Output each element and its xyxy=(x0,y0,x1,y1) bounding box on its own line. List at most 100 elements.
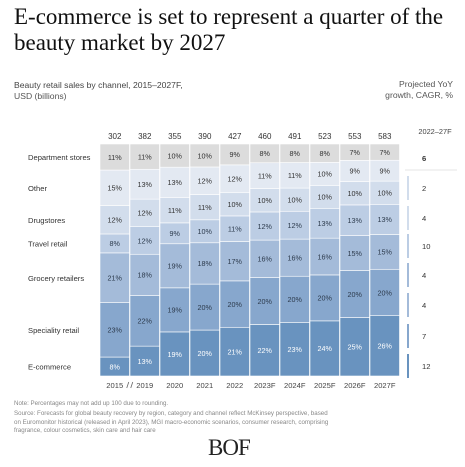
segment-label: 8% xyxy=(110,239,121,248)
bar-segment-other xyxy=(129,168,160,200)
bar-segment-speciality-retail xyxy=(129,295,160,347)
x-tick-label: 2021 xyxy=(196,381,213,390)
segment-label: 12% xyxy=(108,216,123,225)
series-label-grocery-retailers: Grocery retailers xyxy=(28,274,84,283)
total-label: 427 xyxy=(228,132,242,141)
segment-label: 8% xyxy=(110,362,121,371)
bar-segment-travel-retail xyxy=(219,215,250,242)
segment-label: 16% xyxy=(258,255,273,264)
series-label-travel-retail: Travel retail xyxy=(28,239,68,248)
bar-segment-grocery-retailers xyxy=(249,239,280,278)
cagr-bar xyxy=(407,234,409,258)
cagr-bar xyxy=(407,354,409,378)
segment-label: 13% xyxy=(138,180,153,189)
segment-label: 17% xyxy=(228,257,243,266)
segment-label: 10% xyxy=(378,189,393,198)
segment-label: 20% xyxy=(228,300,243,309)
bar-segment-e-commerce xyxy=(249,324,280,377)
subtitle-text: Beauty retail sales by channel, 2015–202… xyxy=(14,80,183,90)
segment-label: 16% xyxy=(288,253,303,262)
unit-text: USD (billions) xyxy=(14,91,67,101)
bar-segment-e-commerce xyxy=(369,315,400,377)
x-tick-label: 2025F xyxy=(314,381,336,390)
bar-segment-grocery-retailers xyxy=(369,234,400,270)
bar-segment-speciality-retail xyxy=(159,287,190,333)
segment-label: 22% xyxy=(258,346,273,355)
segment-label: 7% xyxy=(350,148,361,157)
segment-label: 11% xyxy=(138,152,152,161)
x-tick-label: 2020 xyxy=(166,381,183,390)
total-label: 390 xyxy=(198,132,212,141)
bar-segment-other xyxy=(99,169,130,206)
total-label: 302 xyxy=(108,132,122,141)
segment-label: 11% xyxy=(108,153,122,162)
bar-segment-grocery-retailers xyxy=(99,252,130,303)
cagr-bar xyxy=(407,206,409,230)
bar-segment-speciality-retail xyxy=(189,283,220,331)
cagr-bar xyxy=(407,324,409,348)
total-label: 382 xyxy=(138,132,152,141)
bar-segment-drugstores xyxy=(99,205,130,235)
bar-segment-travel-retail xyxy=(339,204,370,236)
segment-label: 19% xyxy=(168,350,183,359)
cagr-value: 4 xyxy=(422,271,426,280)
bar-segment-e-commerce xyxy=(309,320,340,377)
segment-label: 18% xyxy=(198,259,213,268)
axis-break-mark xyxy=(126,381,130,389)
series-label-drugstores: Drugstores xyxy=(28,216,65,225)
segment-label: 11% xyxy=(288,171,302,180)
bar-segment-e-commerce xyxy=(129,345,160,377)
series-label-e-commerce: E-commerce xyxy=(28,363,71,372)
segment-label: 15% xyxy=(348,249,363,258)
bar-segment-drugstores xyxy=(159,197,190,224)
cagr-bar xyxy=(407,263,409,287)
segment-label: 20% xyxy=(258,297,273,306)
bar-segment-speciality-retail xyxy=(369,268,400,316)
series-label-department-stores: Department stores xyxy=(28,153,91,162)
segment-label: 19% xyxy=(168,262,183,271)
cagr-value: 7 xyxy=(422,332,426,341)
bar-segment-speciality-retail xyxy=(339,270,370,318)
segment-label: 20% xyxy=(198,349,213,358)
segment-label: 15% xyxy=(378,248,393,257)
segment-label: 12% xyxy=(258,222,273,231)
segment-label: 20% xyxy=(378,288,393,297)
bar-segment-speciality-retail xyxy=(99,302,130,358)
x-tick-label: 2023F xyxy=(254,381,276,390)
segment-label: 12% xyxy=(138,209,153,218)
segment-label: 20% xyxy=(348,290,363,299)
bar-segment-department-stores xyxy=(339,143,370,161)
segment-label: 13% xyxy=(168,178,183,187)
segment-label: 10% xyxy=(318,193,333,202)
footnote: Note: Percentages may not add up 100 due… xyxy=(14,400,334,438)
bar-segment-department-stores xyxy=(189,143,220,168)
cagr-period-label: 2022–27F xyxy=(418,127,452,136)
bar-segment-speciality-retail xyxy=(249,277,280,325)
segment-label: 10% xyxy=(168,151,183,160)
segment-label: 20% xyxy=(198,303,213,312)
segment-label: 10% xyxy=(348,189,363,198)
segment-label: 8% xyxy=(290,149,301,158)
note-text: Note: Percentages may not add up 100 due… xyxy=(14,400,169,407)
bar-segment-department-stores xyxy=(219,143,250,166)
segment-label: 11% xyxy=(198,203,212,212)
segment-label: 9% xyxy=(170,229,181,238)
segment-label: 25% xyxy=(348,343,363,352)
segment-label: 20% xyxy=(318,294,333,303)
bar-segment-grocery-retailers xyxy=(339,235,370,271)
segment-label: 12% xyxy=(198,177,213,186)
bar-segment-grocery-retailers xyxy=(309,237,340,276)
bar-segment-department-stores xyxy=(129,143,160,170)
x-tick-label: 2027F xyxy=(374,381,396,390)
segment-label: 10% xyxy=(198,151,213,160)
segment-label: 10% xyxy=(228,200,243,209)
bar-segment-other xyxy=(159,166,190,198)
segment-label: 12% xyxy=(288,221,303,230)
cagr-value: 2 xyxy=(422,184,426,193)
bar-segment-e-commerce xyxy=(219,326,250,377)
segment-label: 13% xyxy=(378,215,393,224)
axis-break-mark xyxy=(130,381,134,389)
segment-label: 13% xyxy=(348,216,363,225)
bar-segment-speciality-retail xyxy=(279,275,310,323)
